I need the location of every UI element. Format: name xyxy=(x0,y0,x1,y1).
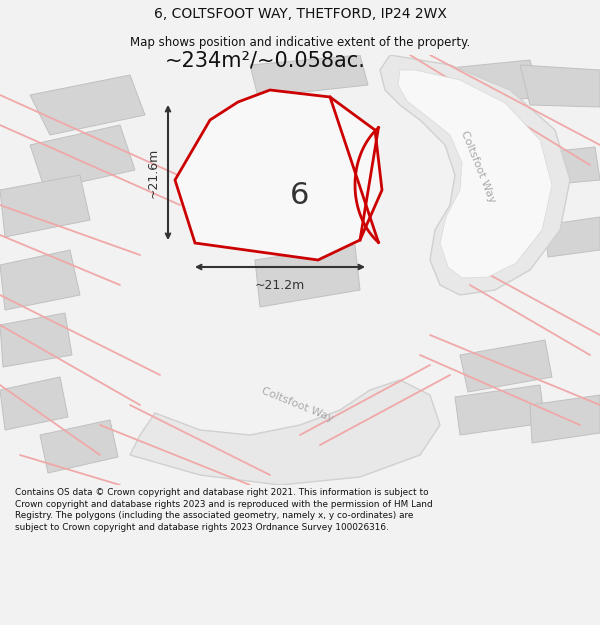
Text: Coltsfoot Way: Coltsfoot Way xyxy=(459,129,497,204)
Polygon shape xyxy=(40,420,118,473)
Polygon shape xyxy=(460,340,552,392)
Polygon shape xyxy=(455,385,545,435)
Polygon shape xyxy=(530,395,600,443)
Polygon shape xyxy=(175,90,382,260)
Text: Contains OS data © Crown copyright and database right 2021. This information is : Contains OS data © Crown copyright and d… xyxy=(15,488,433,532)
Polygon shape xyxy=(430,60,540,107)
Polygon shape xyxy=(30,125,135,190)
Polygon shape xyxy=(380,55,570,295)
Polygon shape xyxy=(130,380,440,485)
Polygon shape xyxy=(250,55,368,97)
Polygon shape xyxy=(520,147,600,187)
Polygon shape xyxy=(30,75,145,135)
Text: 6, COLTSFOOT WAY, THETFORD, IP24 2WX: 6, COLTSFOOT WAY, THETFORD, IP24 2WX xyxy=(154,7,446,21)
Text: Coltsfoot Way: Coltsfoot Way xyxy=(260,386,335,424)
Text: Map shows position and indicative extent of the property.: Map shows position and indicative extent… xyxy=(130,36,470,49)
Polygon shape xyxy=(0,377,68,430)
Polygon shape xyxy=(0,313,72,367)
Text: 6: 6 xyxy=(290,181,310,209)
Polygon shape xyxy=(0,175,90,237)
Text: ~234m²/~0.058ac.: ~234m²/~0.058ac. xyxy=(164,50,365,70)
Polygon shape xyxy=(0,250,80,310)
Text: ~21.6m: ~21.6m xyxy=(147,148,160,198)
Polygon shape xyxy=(520,65,600,107)
Text: ~21.2m: ~21.2m xyxy=(255,279,305,292)
Polygon shape xyxy=(545,217,600,257)
Polygon shape xyxy=(255,245,360,307)
Polygon shape xyxy=(398,70,552,278)
